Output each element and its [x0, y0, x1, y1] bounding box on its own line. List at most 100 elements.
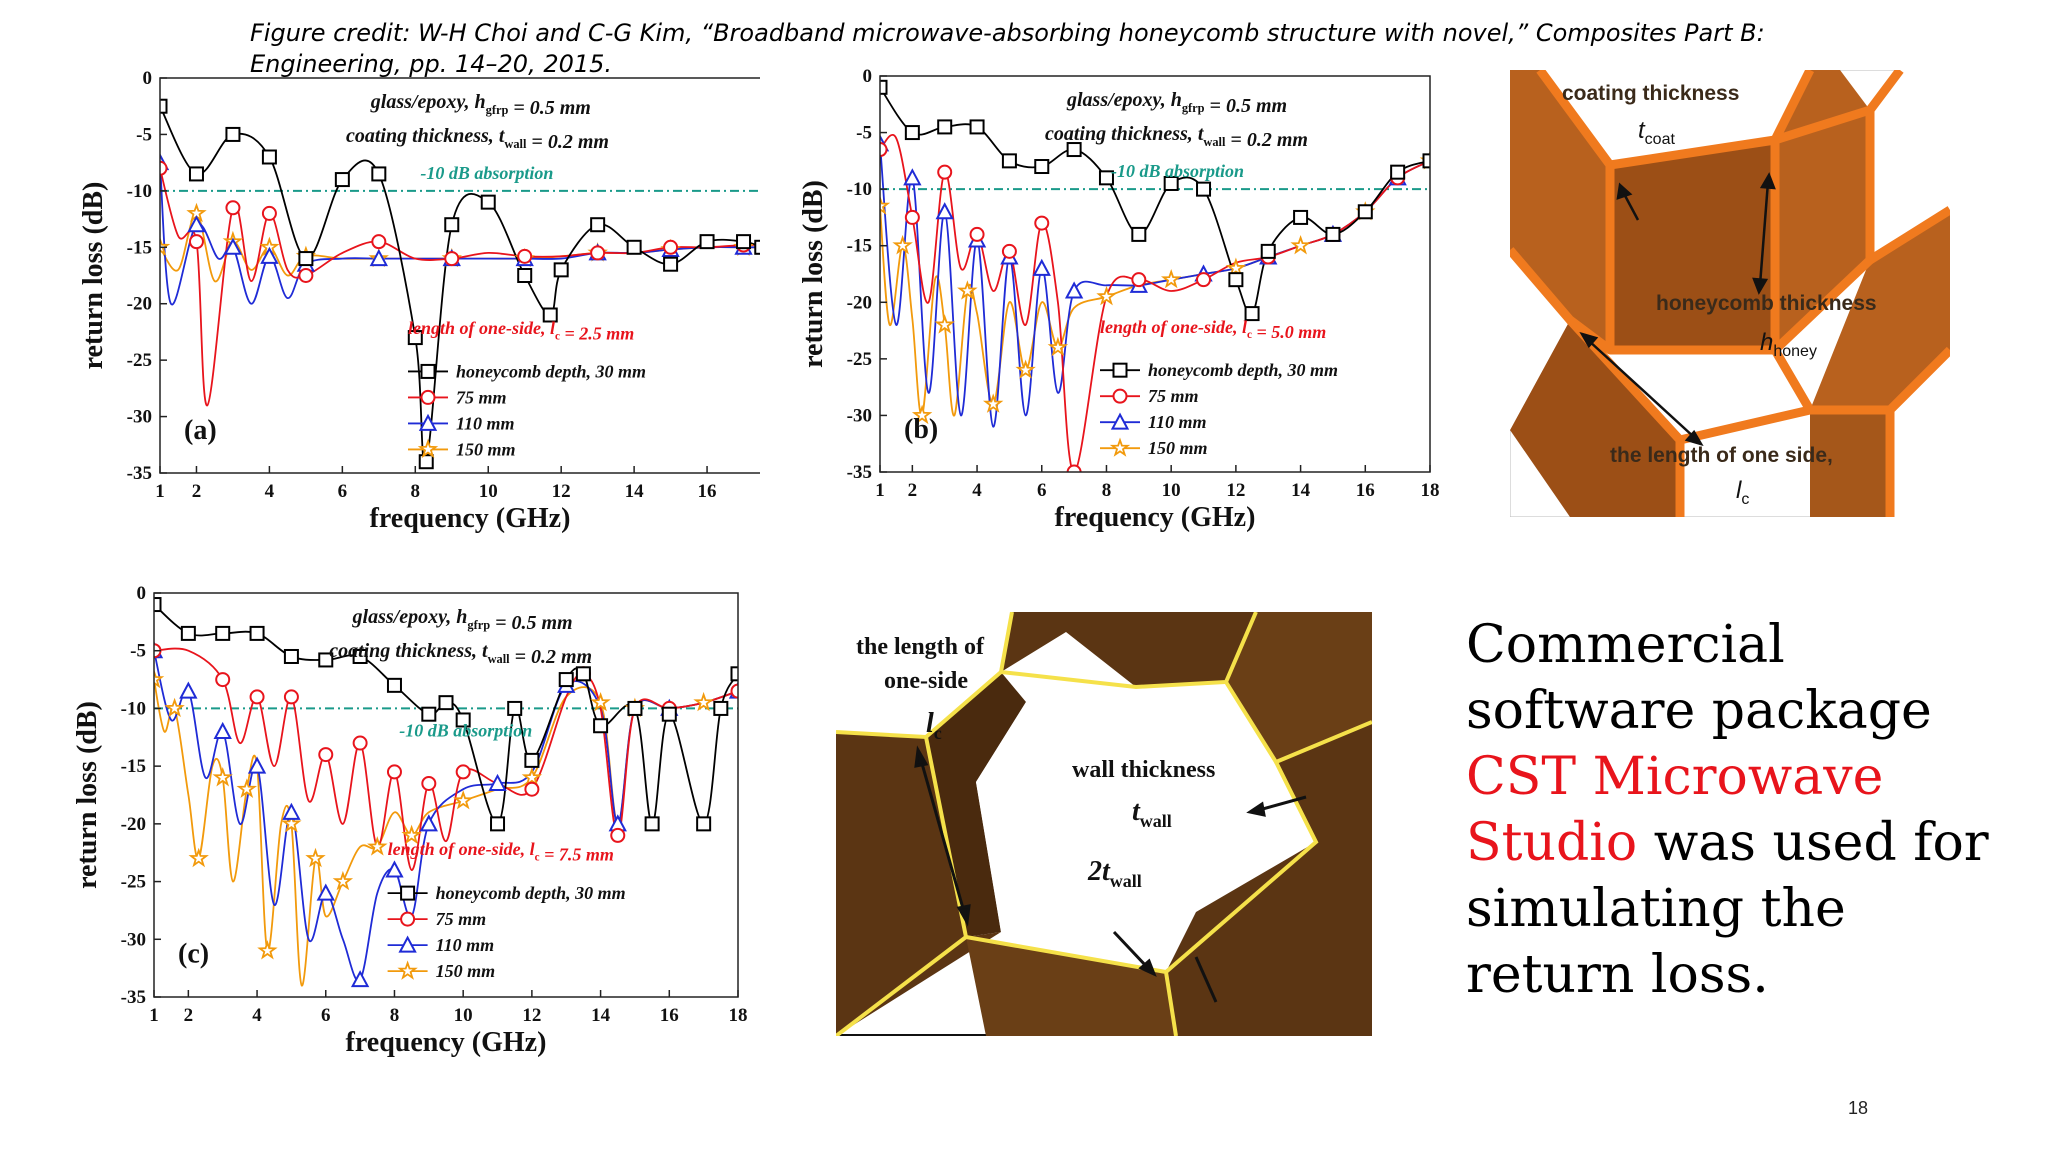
data-point-triangle [903, 168, 922, 186]
data-point-square [188, 166, 204, 182]
data-point-square [754, 239, 760, 255]
annotation-length: length of one-side, lc = 7.5 mm [388, 839, 614, 864]
data-point-triangle [223, 237, 243, 255]
series-line [880, 86, 1430, 316]
legend-label: 75 mm [1148, 386, 1199, 406]
x-tick-label: 6 [1037, 480, 1047, 501]
cell-wall-face [836, 732, 1001, 1036]
data-point-square [1390, 164, 1406, 180]
legend-label: 75 mm [436, 909, 487, 929]
data-point-square [736, 234, 752, 250]
x-tick-label: 16 [660, 1005, 679, 1026]
data-point-star [367, 836, 388, 856]
data-point-star [880, 195, 891, 215]
data-point-square [699, 234, 715, 250]
data-point-triangle [935, 202, 954, 220]
data-point-square [444, 217, 460, 233]
x-tick-label: 10 [1162, 480, 1181, 501]
y-axis-label: return loss (dB) [78, 182, 109, 370]
x-tick-label: 2 [192, 481, 202, 502]
cell-wall-face [926, 672, 1026, 937]
data-point-circle [283, 689, 299, 705]
x-tick-label: 1 [155, 481, 165, 502]
data-point-triangle [247, 756, 267, 774]
lc-label: lc [926, 708, 942, 743]
y-tick-label: -15 [127, 237, 152, 258]
plot-frame [879, 75, 1431, 473]
data-point-square [713, 700, 729, 716]
data-point-circle [249, 689, 265, 705]
plot-frame [153, 592, 739, 998]
data-point-triangle [282, 802, 301, 820]
data-point-square [352, 648, 368, 664]
data-point-triangle [316, 883, 335, 901]
data-point-circle [225, 200, 241, 216]
y-tick-label: -10 [121, 698, 146, 719]
data-point-square [1112, 362, 1128, 378]
data-point-square [663, 256, 679, 272]
data-point-square [1357, 204, 1373, 220]
legend-label: 110 mm [456, 413, 515, 433]
cell-wall-face [966, 937, 1176, 1036]
data-point-circle [663, 239, 679, 255]
panel-label: (b) [904, 414, 938, 445]
data-point-star [892, 234, 913, 255]
legend-label: 150 mm [456, 439, 516, 459]
data-point-star [1047, 336, 1069, 357]
data-point-circle [610, 827, 626, 843]
data-point-star [1290, 234, 1311, 255]
x-tick-label: 1 [149, 1005, 159, 1026]
cell-opening [976, 682, 1256, 932]
data-point-star [590, 691, 611, 712]
series-line [160, 162, 760, 306]
annotation-substrate: glass/epoxy, hgfrp = 0.5 mm [1066, 89, 1287, 117]
data-point-square [1293, 209, 1309, 225]
data-point-square [400, 885, 416, 901]
length-one-side-label-2: one-side [884, 668, 968, 694]
data-point-circle [261, 205, 277, 221]
x-tick-label: 10 [479, 481, 498, 502]
cell-wall-face [1510, 70, 1610, 350]
data-point-square [421, 706, 437, 722]
y-tick-label: -35 [127, 463, 152, 484]
data-point-star [1225, 257, 1247, 278]
data-point-star [1109, 437, 1131, 457]
coating-edges [836, 612, 1372, 1036]
data-point-circle [1196, 272, 1212, 288]
honeycomb-diagram-bottom: the length of one-side lc wall thickness… [836, 612, 1372, 1036]
cell-wall-face [1226, 612, 1372, 762]
y-tick-label: -10 [127, 181, 152, 202]
data-point-square [542, 307, 558, 323]
cell-wall-face [1610, 140, 1775, 350]
x-tick-label: 2 [908, 480, 918, 501]
data-point-circle [420, 389, 436, 405]
data-point-triangle [350, 970, 370, 988]
y-tick-label: -30 [847, 405, 872, 426]
data-point-square [1244, 306, 1260, 322]
2twall-label: 2twall [1087, 856, 1142, 891]
data-point-circle [1066, 464, 1082, 472]
data-point-square [455, 712, 471, 728]
annotation-substrate: glass/epoxy, hgfrp = 0.5 mm [352, 606, 573, 634]
data-point-square [575, 666, 591, 682]
hhoney-label: hhoney [1760, 329, 1817, 360]
data-point-square [438, 695, 454, 711]
honeycomb-thickness-label: honeycomb thickness [1656, 292, 1877, 315]
x-tick-label: 10 [454, 1005, 473, 1026]
annotation-threshold: -10 dB absorption [1111, 161, 1244, 181]
data-point-star [693, 691, 714, 712]
chart-c: 1 2 4 6 8 10 12 14 16 180-5-10-15-20-25-30-35freq… [72, 583, 748, 1058]
x-tick-label: 4 [252, 1005, 262, 1026]
data-point-square [283, 648, 299, 664]
chart-a: 1246810121416180-5-10-15-20-25-30-35freq… [78, 68, 760, 534]
x-tick-label: 12 [552, 481, 571, 502]
data-point-circle [730, 683, 738, 699]
series-line [154, 650, 738, 982]
data-point-triangle [419, 814, 438, 832]
data-point-triangle [179, 681, 198, 699]
honeycomb-diagram-top: coating thickness tcoat honeycomb thickn… [1510, 70, 1950, 517]
data-point-circle [1034, 215, 1050, 231]
plot-area [880, 79, 1430, 472]
data-point-star [982, 393, 1004, 413]
y-tick-label: -35 [847, 462, 872, 483]
